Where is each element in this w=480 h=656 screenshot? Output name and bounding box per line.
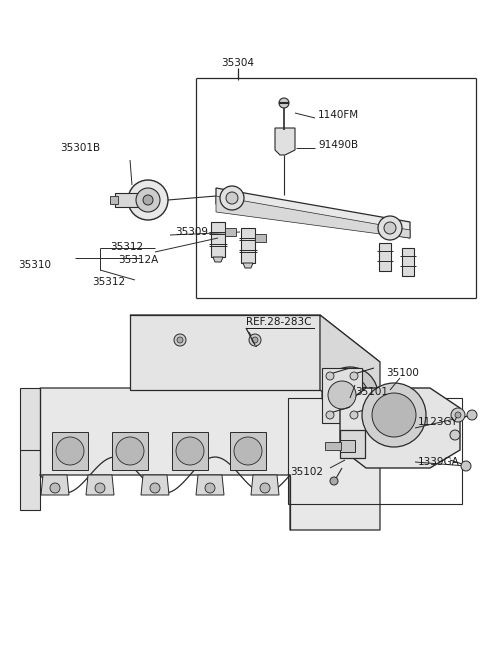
Circle shape [50, 483, 60, 493]
Polygon shape [112, 432, 148, 470]
Polygon shape [130, 315, 320, 390]
Polygon shape [130, 315, 380, 362]
Polygon shape [172, 432, 208, 470]
Circle shape [450, 430, 460, 440]
Circle shape [362, 383, 426, 447]
Circle shape [249, 334, 261, 346]
Bar [110, 196, 118, 204]
Text: 1123GY: 1123GY [418, 417, 458, 427]
Polygon shape [141, 475, 169, 495]
Polygon shape [216, 188, 410, 238]
Bar [115, 193, 140, 207]
Circle shape [467, 410, 477, 420]
Circle shape [143, 195, 153, 205]
Circle shape [451, 408, 465, 422]
Polygon shape [20, 388, 40, 510]
Polygon shape [340, 430, 365, 458]
Text: 35101: 35101 [355, 387, 388, 397]
Polygon shape [230, 432, 266, 470]
Polygon shape [275, 128, 295, 155]
Circle shape [260, 483, 270, 493]
Polygon shape [379, 243, 391, 271]
Circle shape [328, 381, 356, 409]
Circle shape [177, 337, 183, 343]
Circle shape [128, 180, 168, 220]
Polygon shape [225, 228, 236, 236]
Circle shape [116, 437, 144, 465]
Text: 35304: 35304 [221, 58, 254, 68]
Circle shape [372, 393, 416, 437]
Circle shape [326, 411, 334, 419]
Circle shape [56, 437, 84, 465]
Text: 35312A: 35312A [118, 255, 158, 265]
Circle shape [234, 437, 262, 465]
Polygon shape [213, 257, 223, 262]
Text: 35312: 35312 [92, 277, 125, 287]
Circle shape [350, 372, 358, 380]
Polygon shape [340, 388, 460, 468]
Polygon shape [251, 475, 279, 495]
Text: 35310: 35310 [18, 260, 51, 270]
Circle shape [326, 372, 334, 380]
Text: 35309: 35309 [175, 227, 208, 237]
Polygon shape [216, 196, 410, 238]
Circle shape [330, 477, 338, 485]
Circle shape [205, 483, 215, 493]
Polygon shape [52, 432, 88, 470]
Circle shape [174, 334, 186, 346]
Polygon shape [241, 228, 255, 263]
Circle shape [136, 188, 160, 212]
Text: REF.28-283C: REF.28-283C [246, 317, 312, 327]
Polygon shape [211, 222, 225, 257]
Circle shape [350, 411, 358, 419]
Bar [325, 442, 341, 450]
Text: 35301B: 35301B [60, 143, 100, 153]
Text: 35102: 35102 [290, 467, 323, 477]
Circle shape [150, 483, 160, 493]
Polygon shape [243, 263, 253, 268]
Polygon shape [40, 388, 380, 530]
Bar [340, 440, 355, 452]
Circle shape [332, 377, 368, 413]
Polygon shape [320, 315, 380, 432]
Polygon shape [322, 368, 362, 423]
Circle shape [95, 483, 105, 493]
Circle shape [384, 222, 396, 234]
Circle shape [455, 412, 461, 418]
Text: 1140FM: 1140FM [318, 110, 359, 120]
Circle shape [322, 367, 378, 423]
Polygon shape [402, 248, 414, 276]
Text: 1339GA: 1339GA [418, 457, 460, 467]
Text: 35312: 35312 [110, 242, 143, 252]
Text: 35100: 35100 [386, 368, 419, 378]
Polygon shape [41, 475, 69, 495]
Circle shape [220, 186, 244, 210]
Bar [288, 398, 462, 504]
Text: 91490B: 91490B [318, 140, 358, 150]
Circle shape [226, 192, 238, 204]
Circle shape [461, 461, 471, 471]
Polygon shape [255, 234, 266, 242]
Circle shape [176, 437, 204, 465]
Polygon shape [196, 475, 224, 495]
Circle shape [252, 337, 258, 343]
Circle shape [279, 98, 289, 108]
Circle shape [378, 216, 402, 240]
Polygon shape [86, 475, 114, 495]
